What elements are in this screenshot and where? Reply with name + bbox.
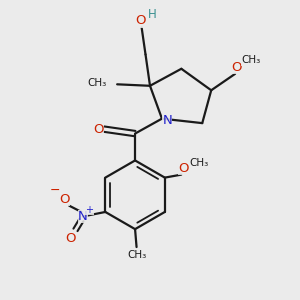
Text: CH₃: CH₃ bbox=[241, 56, 260, 65]
Text: N: N bbox=[78, 210, 88, 223]
Text: O: O bbox=[93, 123, 104, 136]
Text: O: O bbox=[59, 193, 69, 206]
Text: O: O bbox=[65, 232, 75, 245]
Text: −: − bbox=[50, 184, 60, 197]
Text: O: O bbox=[178, 162, 189, 175]
Text: O: O bbox=[135, 14, 146, 28]
Text: N: N bbox=[162, 114, 172, 127]
Text: +: + bbox=[85, 205, 94, 215]
Text: CH₃: CH₃ bbox=[189, 158, 208, 168]
Text: CH₃: CH₃ bbox=[88, 78, 107, 88]
Text: CH₃: CH₃ bbox=[127, 250, 146, 260]
Text: H: H bbox=[148, 8, 157, 21]
Text: O: O bbox=[231, 61, 242, 74]
